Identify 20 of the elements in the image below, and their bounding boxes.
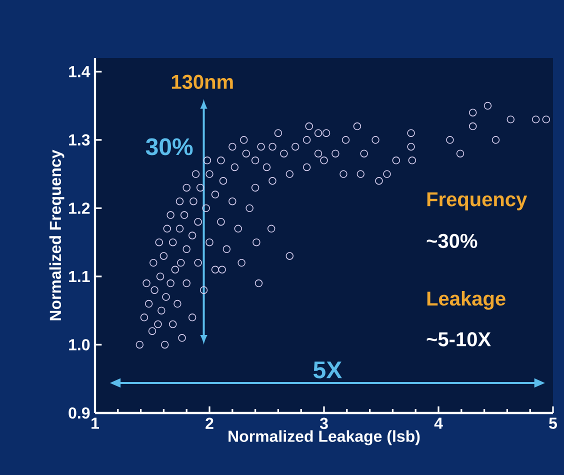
y-tick-label: 1.0	[69, 339, 90, 350]
annotation: Frequency	[427, 192, 528, 210]
annotation: Leakage	[427, 290, 506, 310]
y-axis-title: Normalized Frequency	[49, 150, 64, 320]
annotation: 30%	[146, 138, 193, 156]
y-tick-label: 1.4	[69, 66, 90, 78]
annotation: 130nm	[172, 74, 233, 89]
y-tick-label: 0.9	[68, 407, 90, 419]
x-tick-label: 3	[320, 418, 328, 430]
x-tick-label: 4	[434, 418, 443, 429]
x-axis-title: Normalized Leakage (lsb)	[228, 430, 420, 446]
x-tick-label: 1	[92, 418, 99, 429]
x-tick-label: 5	[549, 418, 558, 429]
y-tick-label: 1.1	[69, 270, 90, 282]
y-tick-label: 1.3	[69, 134, 90, 146]
y-tick-label: 1.2	[69, 202, 90, 214]
x-tick-label: 2	[206, 418, 214, 429]
annotation: ~30%	[426, 234, 478, 248]
annotation: ~5-10X	[426, 332, 491, 346]
annotation: 5X	[313, 362, 342, 378]
